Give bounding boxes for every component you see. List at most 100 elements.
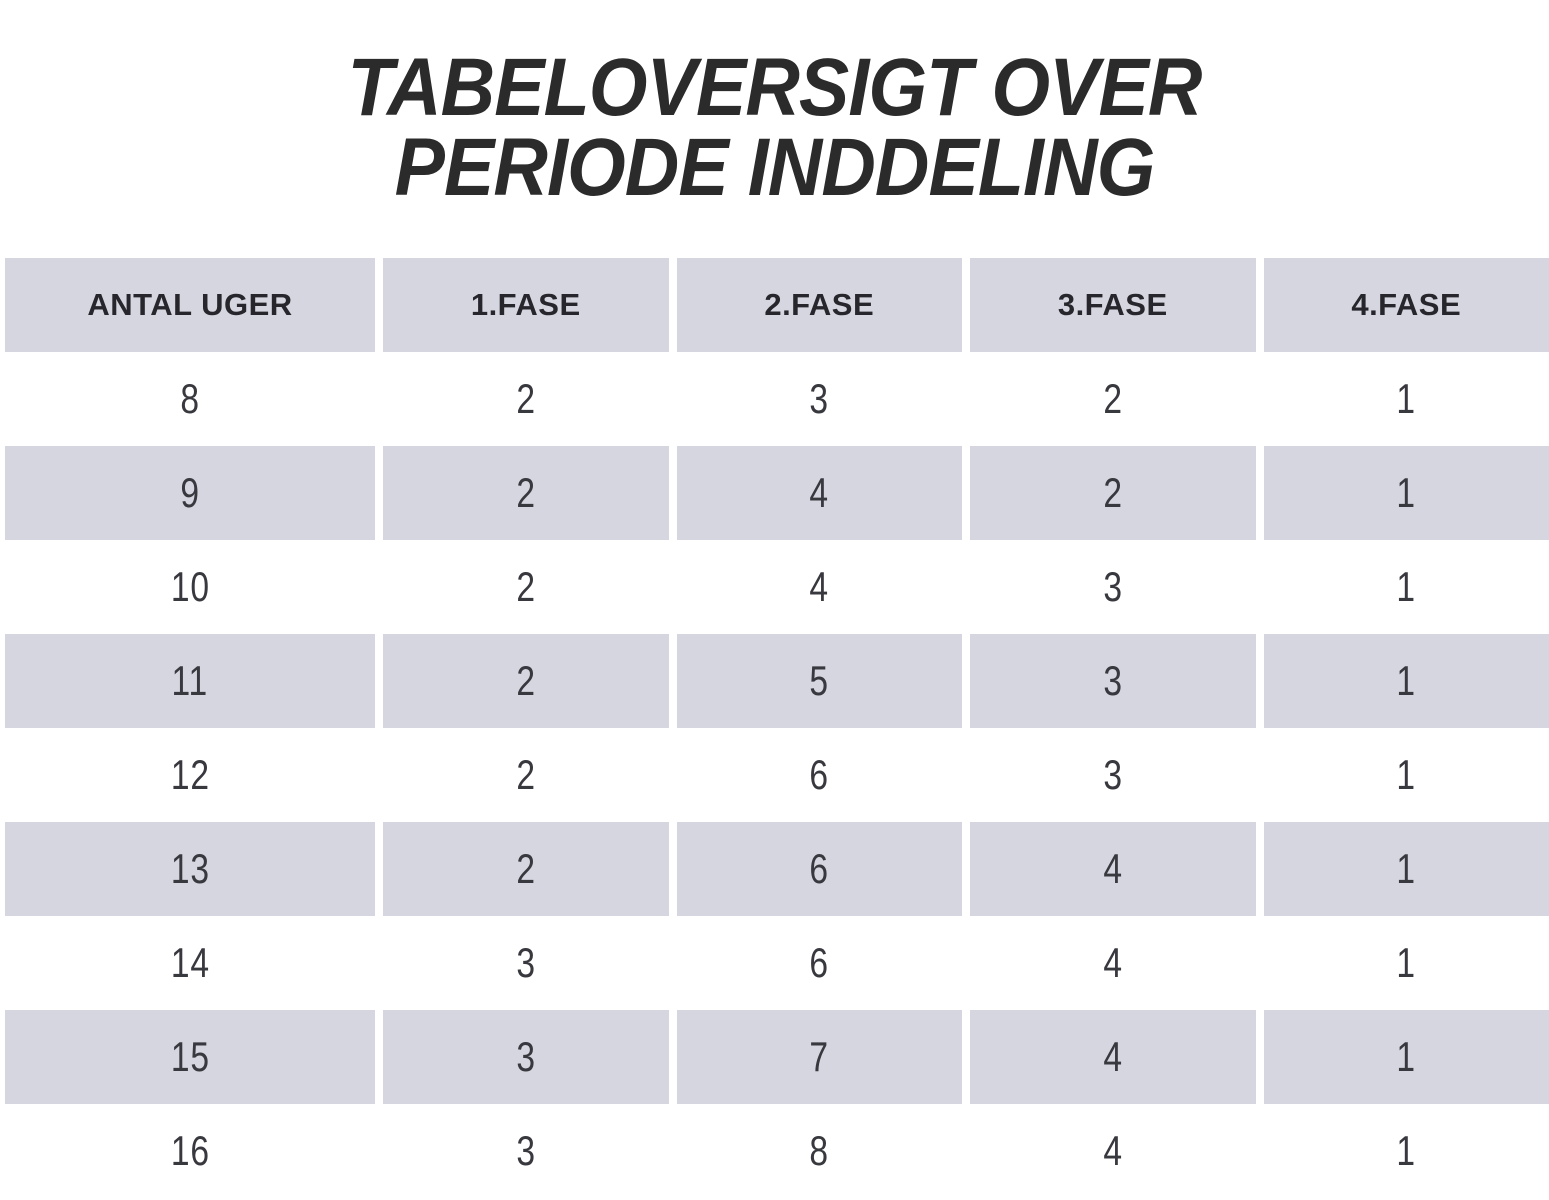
table-row: 9 2 4 2 1 — [5, 446, 1549, 540]
cell-antal-uger: 12 — [5, 728, 375, 822]
cell-value: 10 — [170, 563, 210, 610]
cell-value: 8 — [180, 375, 200, 422]
cell-fase-2: 5 — [676, 634, 962, 728]
cell-value: 1 — [1396, 751, 1416, 798]
cell-fase-3: 4 — [970, 1010, 1256, 1104]
cell-fase-1: 3 — [383, 1104, 669, 1198]
cell-value: 6 — [809, 751, 829, 798]
cell-fase-2: 3 — [677, 352, 963, 446]
cell-antal-uger: 14 — [5, 916, 375, 1010]
column-header-fase-1: 1.FASE — [383, 258, 669, 352]
cell-value: 1 — [1396, 563, 1416, 610]
cell-fase-3: 3 — [970, 634, 1256, 728]
page-title-line-2: PERIODE INDDELING — [394, 122, 1156, 213]
cell-value: 3 — [1102, 751, 1123, 798]
cell-fase-4: 1 — [1264, 352, 1549, 446]
period-table: ANTAL UGER 1.FASE 2.FASE 3.FASE 4.FASE 8… — [0, 258, 1549, 1198]
cell-value: 4 — [1102, 1033, 1123, 1080]
cell-value: 3 — [515, 1127, 536, 1174]
cell-value: 1 — [1396, 939, 1416, 986]
cell-fase-2: 7 — [676, 1010, 962, 1104]
cell-fase-3: 4 — [970, 1104, 1256, 1198]
page-title-line-1: TABELOVERSIGT OVER — [347, 42, 1203, 133]
cell-value: 6 — [809, 845, 829, 892]
table-body: 8 2 3 2 1 9 2 4 2 1 10 2 4 3 1 11 2 5 3 1 12 2 6 3 1 13 2 6 4 1 14 3 6 4 1… — [5, 352, 1549, 1198]
cell-value: 1 — [1396, 1127, 1416, 1174]
cell-value: 4 — [1102, 939, 1123, 986]
cell-value: 6 — [809, 939, 829, 986]
table-row: 15 3 7 4 1 — [5, 1010, 1549, 1104]
cell-value: 1 — [1396, 657, 1416, 704]
cell-antal-uger: 16 — [5, 1104, 375, 1198]
cell-fase-2: 8 — [677, 1104, 963, 1198]
cell-fase-3: 3 — [970, 728, 1256, 822]
cell-value: 1 — [1396, 845, 1416, 892]
cell-value: 2 — [515, 845, 536, 892]
cell-value: 3 — [515, 939, 536, 986]
cell-fase-3: 3 — [970, 540, 1256, 634]
cell-fase-3: 4 — [970, 822, 1256, 916]
table-row: 11 2 5 3 1 — [5, 634, 1549, 728]
cell-fase-3: 4 — [970, 916, 1256, 1010]
table-row: 13 2 6 4 1 — [5, 822, 1549, 916]
cell-fase-2: 6 — [677, 728, 963, 822]
cell-fase-2: 6 — [676, 822, 962, 916]
cell-antal-uger: 11 — [5, 634, 375, 728]
cell-antal-uger: 15 — [5, 1010, 375, 1104]
cell-value: 2 — [515, 657, 536, 704]
cell-value: 1 — [1396, 1033, 1416, 1080]
cell-fase-3: 2 — [970, 352, 1256, 446]
cell-fase-4: 1 — [1264, 916, 1549, 1010]
cell-fase-4: 1 — [1264, 540, 1549, 634]
cell-value: 1 — [1396, 469, 1416, 516]
cell-fase-2: 4 — [677, 540, 963, 634]
cell-value: 4 — [1102, 845, 1123, 892]
cell-value: 8 — [809, 1127, 829, 1174]
cell-fase-4: 1 — [1264, 1104, 1549, 1198]
cell-value: 15 — [170, 1033, 210, 1080]
cell-value: 12 — [170, 751, 210, 798]
cell-value: 3 — [1102, 657, 1123, 704]
cell-fase-1: 3 — [383, 916, 669, 1010]
cell-value: 2 — [515, 751, 536, 798]
cell-value: 2 — [1102, 469, 1123, 516]
cell-value: 3 — [515, 1033, 536, 1080]
table-row: 16 3 8 4 1 — [5, 1104, 1549, 1198]
cell-value: 14 — [170, 939, 210, 986]
cell-value: 2 — [1102, 375, 1123, 422]
cell-value: 13 — [170, 845, 210, 892]
cell-fase-1: 2 — [383, 822, 669, 916]
column-header-fase-2: 2.FASE — [676, 258, 962, 352]
cell-value: 2 — [515, 469, 536, 516]
cell-value: 5 — [809, 657, 829, 704]
cell-fase-1: 3 — [383, 1010, 669, 1104]
column-header-fase-4: 4.FASE — [1263, 258, 1549, 352]
cell-value: 4 — [809, 469, 829, 516]
cell-value: 2 — [515, 563, 536, 610]
cell-antal-uger: 13 — [5, 822, 375, 916]
cell-fase-3: 2 — [970, 446, 1256, 540]
cell-value: 16 — [170, 1127, 210, 1174]
cell-value: 2 — [515, 375, 536, 422]
table-row: 8 2 3 2 1 — [5, 352, 1549, 446]
cell-antal-uger: 9 — [5, 446, 375, 540]
cell-fase-4: 1 — [1263, 822, 1549, 916]
cell-fase-4: 1 — [1263, 446, 1549, 540]
cell-antal-uger: 10 — [5, 540, 375, 634]
table-header-row: ANTAL UGER 1.FASE 2.FASE 3.FASE 4.FASE — [5, 258, 1549, 352]
cell-value: 3 — [809, 375, 829, 422]
cell-antal-uger: 8 — [5, 352, 375, 446]
cell-fase-1: 2 — [383, 634, 669, 728]
cell-fase-1: 2 — [383, 728, 669, 822]
cell-fase-1: 2 — [383, 446, 669, 540]
table-row: 10 2 4 3 1 — [5, 540, 1549, 634]
cell-value: 7 — [809, 1033, 829, 1080]
cell-value: 4 — [1102, 1127, 1123, 1174]
cell-fase-1: 2 — [383, 352, 669, 446]
table-row: 12 2 6 3 1 — [5, 728, 1549, 822]
cell-fase-4: 1 — [1263, 634, 1549, 728]
cell-value: 4 — [809, 563, 829, 610]
cell-fase-4: 1 — [1264, 728, 1549, 822]
cell-fase-2: 4 — [676, 446, 962, 540]
column-header-fase-3: 3.FASE — [970, 258, 1256, 352]
